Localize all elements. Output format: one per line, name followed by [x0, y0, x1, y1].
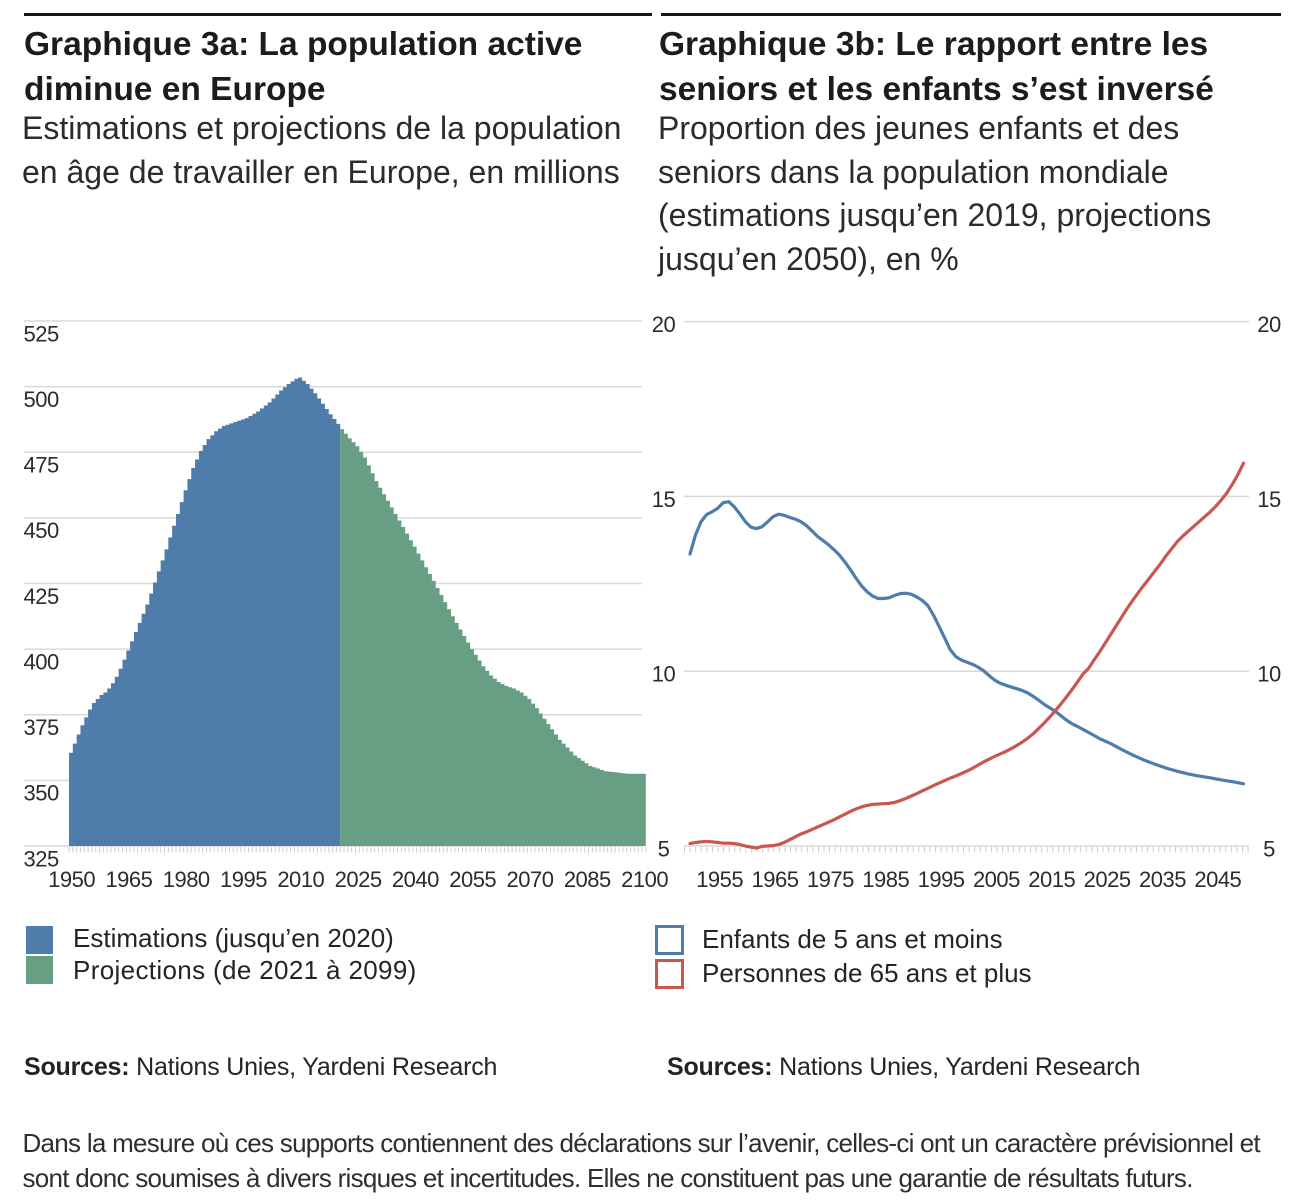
- svg-text:350: 350: [24, 781, 59, 806]
- svg-text:450: 450: [24, 518, 59, 543]
- svg-text:1955: 1955: [696, 867, 743, 892]
- svg-text:2055: 2055: [449, 867, 496, 892]
- svg-text:2045: 2045: [1194, 867, 1241, 892]
- svg-text:1965: 1965: [752, 867, 799, 892]
- svg-text:1980: 1980: [163, 867, 210, 892]
- svg-text:2015: 2015: [1028, 867, 1075, 892]
- svg-text:5: 5: [658, 836, 670, 861]
- svg-text:1995: 1995: [918, 867, 965, 892]
- svg-text:2035: 2035: [1139, 867, 1186, 892]
- svg-text:1975: 1975: [807, 867, 854, 892]
- svg-text:2040: 2040: [392, 867, 439, 892]
- svg-text:525: 525: [24, 321, 59, 346]
- svg-text:2070: 2070: [507, 867, 554, 892]
- svg-text:5: 5: [1263, 836, 1275, 861]
- svg-text:2025: 2025: [335, 867, 382, 892]
- svg-text:325: 325: [24, 846, 59, 871]
- svg-text:425: 425: [24, 584, 59, 609]
- svg-text:500: 500: [24, 387, 59, 412]
- svg-text:2100: 2100: [621, 867, 668, 892]
- svg-text:2085: 2085: [564, 867, 611, 892]
- svg-text:2005: 2005: [973, 867, 1020, 892]
- svg-text:10: 10: [652, 662, 676, 687]
- svg-text:375: 375: [24, 715, 59, 740]
- svg-text:400: 400: [24, 649, 59, 674]
- svg-text:2010: 2010: [277, 867, 324, 892]
- svg-text:15: 15: [1257, 487, 1281, 512]
- svg-text:1965: 1965: [105, 867, 152, 892]
- svg-text:1950: 1950: [48, 867, 95, 892]
- svg-text:10: 10: [1257, 662, 1281, 687]
- svg-text:15: 15: [652, 487, 676, 512]
- svg-text:20: 20: [652, 312, 676, 337]
- svg-text:1995: 1995: [220, 867, 267, 892]
- svg-text:2025: 2025: [1084, 867, 1131, 892]
- svg-text:475: 475: [24, 453, 59, 478]
- svg-text:20: 20: [1257, 312, 1281, 337]
- svg-text:1985: 1985: [862, 867, 909, 892]
